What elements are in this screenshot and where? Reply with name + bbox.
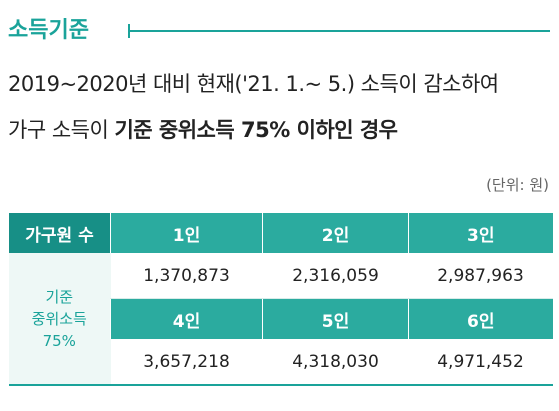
- row-label-line: 기준: [45, 287, 74, 306]
- header-cell: 4인: [110, 298, 263, 339]
- section-title: 소득기준: [8, 18, 89, 43]
- value-row: 3,657,218 4,318,030 4,971,452: [9, 339, 553, 386]
- header-cell: 5인: [262, 298, 409, 339]
- header-cell: 가구원 수: [8, 213, 111, 253]
- description-line: 2019~2020년 대비 현재('21. 1.~ 5.) 소득이 감소하여: [8, 72, 499, 96]
- description-text: 가구 소득이: [8, 118, 115, 142]
- value-cell: 2,316,059: [262, 253, 409, 299]
- header-cell: 2인: [262, 213, 409, 253]
- header-row: 가구원 수 1인 2인 3인: [8, 213, 553, 253]
- row-label-line: 75%: [42, 331, 76, 350]
- description-emphasis: 기준 중위소득 75% 이하인 경우: [114, 118, 398, 142]
- income-table: 가구원 수 1인 2인 3인 기준 중위소득 75% 1,370,873 2,3…: [8, 213, 553, 386]
- header-cell: 3인: [408, 213, 553, 253]
- title-rule: [128, 30, 550, 32]
- value-cell: 4,318,030: [262, 339, 409, 386]
- value-cell: 3,657,218: [110, 339, 263, 386]
- value-cell: 4,971,452: [408, 339, 553, 386]
- subheader-row: 4인 5인 6인: [9, 298, 553, 339]
- value-cell: 1,370,873: [110, 253, 263, 299]
- row-label-line: 중위소득: [31, 309, 87, 328]
- value-cell: 2,987,963: [408, 253, 553, 299]
- unit-note: (단위: 원): [486, 176, 549, 194]
- header-cell: 1인: [110, 213, 263, 253]
- header-cell: 6인: [408, 298, 553, 339]
- row-label: 기준 중위소득 75%: [8, 253, 111, 385]
- value-row: 기준 중위소득 75% 1,370,873 2,316,059 2,987,96…: [8, 253, 553, 385]
- description-line: 가구 소득이 기준 중위소득 75% 이하인 경우: [8, 114, 398, 144]
